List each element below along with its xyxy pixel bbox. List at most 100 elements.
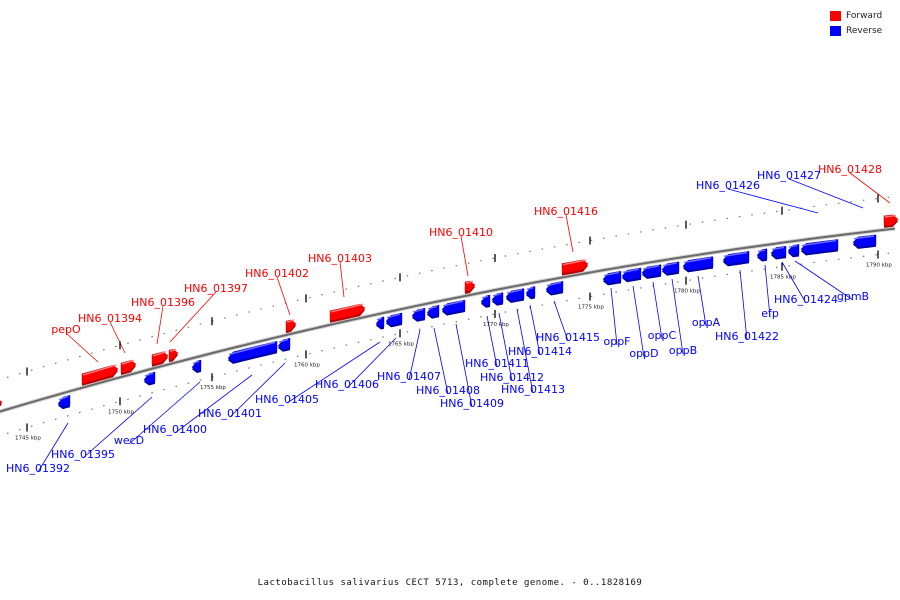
gene-body xyxy=(682,256,714,271)
gene-label-efp[interactable]: efp xyxy=(761,307,779,320)
gene-hn6-01408[interactable] xyxy=(426,304,440,319)
gene-wecd[interactable] xyxy=(191,359,202,373)
gene-hn6-01397[interactable] xyxy=(168,348,179,363)
leader-line-hn6-01424 xyxy=(781,261,807,304)
gene-oppf[interactable] xyxy=(602,270,622,286)
tick-label-1785-kbp: 1785 kbp xyxy=(770,275,796,281)
gene-body xyxy=(800,239,839,254)
gene-efp[interactable] xyxy=(756,248,768,262)
gene-label-hn6-01394[interactable]: HN6_01394 xyxy=(78,312,142,325)
gene-highlight xyxy=(58,395,69,401)
gene-body xyxy=(756,248,768,260)
leader-line-hn6-01392 xyxy=(37,422,69,473)
gene-label-hn6-01407[interactable]: HN6_01407 xyxy=(377,370,441,383)
gene-oppa[interactable] xyxy=(682,256,714,273)
legend-label-forward: Forward xyxy=(846,10,883,21)
gene-hn6-01407[interactable] xyxy=(411,307,426,322)
gene-label-oppf[interactable]: oppF xyxy=(603,335,630,348)
gene-label-hn6-01428[interactable]: HN6_01428 xyxy=(818,163,882,176)
gene-label-hn6-01424[interactable]: HN6_01424 xyxy=(774,293,838,306)
leader-line-gpmb xyxy=(794,260,854,301)
gene-hn6-01414[interactable] xyxy=(525,286,536,300)
gene-label-hn6-01422[interactable]: HN6_01422 xyxy=(715,330,779,343)
gene-hn6-01405[interactable] xyxy=(375,316,385,330)
gene-hn6-01415[interactable] xyxy=(545,281,564,296)
gene-hn6-01422[interactable] xyxy=(722,251,750,267)
gene-hn6-01403[interactable] xyxy=(329,303,366,323)
gene-body xyxy=(464,280,476,293)
leader-line-hn6-01396 xyxy=(156,305,164,345)
gene-hn6-01401[interactable] xyxy=(277,337,291,352)
genome-backbone xyxy=(0,227,896,413)
gene-hn6-01406[interactable] xyxy=(385,312,403,328)
gene-hn6-01409[interactable] xyxy=(441,299,466,316)
leader-line-hn6-01412 xyxy=(498,312,513,382)
gene-edge-forward[interactable] xyxy=(0,398,3,411)
gene-hn6-01426[interactable] xyxy=(800,239,839,256)
leader-line-oppd xyxy=(632,285,645,358)
gene-hn6-01396[interactable] xyxy=(151,351,169,367)
gene-label-hn6-01403[interactable]: HN6_01403 xyxy=(308,252,372,265)
gene-hn6-01424[interactable] xyxy=(770,245,787,260)
gene-label-hn6-01410[interactable]: HN6_01410 xyxy=(429,226,493,239)
gene-gpmb[interactable] xyxy=(787,244,800,258)
gene-label-hn6-01402[interactable]: HN6_01402 xyxy=(245,267,309,280)
gene-label-hn6-01395[interactable]: HN6_01395 xyxy=(51,448,115,461)
gene-label-oppd[interactable]: oppD xyxy=(629,347,658,360)
gene-body xyxy=(883,214,899,227)
gene-label-hn6-01415[interactable]: HN6_01415 xyxy=(536,331,600,344)
gene-highlight xyxy=(412,308,424,313)
leader-line-hn6-01416 xyxy=(565,214,574,253)
leader-line-hn6-01428 xyxy=(849,172,891,204)
gene-label-pepo[interactable]: pepO xyxy=(51,323,81,336)
gene-hn6-01410[interactable] xyxy=(464,280,476,294)
gene-label-gpmb[interactable]: gpmB xyxy=(837,290,869,303)
gene-highlight xyxy=(526,286,534,290)
gene-hn6-01392[interactable] xyxy=(57,394,71,410)
gene-label-hn6-01392[interactable]: HN6_01392 xyxy=(6,462,70,475)
gene-label-hn6-01409[interactable]: HN6_01409 xyxy=(440,397,504,410)
gene-label-hn6-01405[interactable]: HN6_01405 xyxy=(255,393,319,406)
gene-label-hn6-01412[interactable]: HN6_01412 xyxy=(480,371,544,384)
gene-hn6-01402[interactable] xyxy=(285,319,297,334)
tick-label-1790-kbp: 1790 kbp xyxy=(866,263,892,269)
gene-oppb[interactable] xyxy=(661,261,680,276)
gene-label-wecd[interactable]: wecD xyxy=(114,434,144,447)
gene-label-hn6-01427[interactable]: HN6_01427 xyxy=(757,169,821,182)
gene-hn6-01427[interactable] xyxy=(852,234,877,249)
gene-label-hn6-01411[interactable]: HN6_01411 xyxy=(465,357,529,370)
gene-label-hn6-01396[interactable]: HN6_01396 xyxy=(131,296,195,309)
leader-line-hn6-01403 xyxy=(339,261,345,298)
gene-hn6-01395[interactable] xyxy=(143,371,156,386)
tick-label-1770-kbp: 1770 kbp xyxy=(483,322,509,328)
gene-hn6-01412[interactable] xyxy=(491,292,504,306)
gene-oppd[interactable] xyxy=(621,267,642,283)
gene-label-hn6-01397[interactable]: HN6_01397 xyxy=(184,282,248,295)
tick-label-1745-kbp: 1745 kbp xyxy=(15,436,41,442)
gene-label-oppc[interactable]: oppC xyxy=(648,329,677,342)
leader-line-hn6-01397 xyxy=(169,291,217,343)
leader-line-hn6-01426 xyxy=(727,188,819,214)
gene-hn6-01394[interactable] xyxy=(120,359,137,375)
gene-label-hn6-01408[interactable]: HN6_01408 xyxy=(416,384,480,397)
gene-label-hn6-01413[interactable]: HN6_01413 xyxy=(501,383,565,396)
gene-label-hn6-01401[interactable]: HN6_01401 xyxy=(198,407,262,420)
gene-highlight xyxy=(853,235,875,240)
gene-label-hn6-01406[interactable]: HN6_01406 xyxy=(315,378,379,391)
gene-label-oppb[interactable]: oppB xyxy=(669,344,697,357)
leader-line-oppb xyxy=(671,278,684,355)
gene-pepo[interactable] xyxy=(81,364,119,386)
gene-highlight xyxy=(442,300,464,307)
gene-hn6-01416[interactable] xyxy=(561,259,589,276)
gene-oppc[interactable] xyxy=(641,264,662,279)
gene-hn6-01413[interactable] xyxy=(505,288,525,304)
gene-label-hn6-01416[interactable]: HN6_01416 xyxy=(534,205,598,218)
gene-hn6-01411[interactable] xyxy=(480,294,491,308)
gene-label-oppa[interactable]: oppA xyxy=(692,316,721,329)
gene-label-hn6-01414[interactable]: HN6_01414 xyxy=(508,345,572,358)
gene-highlight xyxy=(286,319,295,323)
gene-hn6-01400[interactable] xyxy=(227,340,278,364)
gene-label-hn6-01400[interactable]: HN6_01400 xyxy=(143,423,207,436)
gene-hn6-01428[interactable] xyxy=(883,214,899,228)
gene-label-hn6-01426[interactable]: HN6_01426 xyxy=(696,179,760,192)
